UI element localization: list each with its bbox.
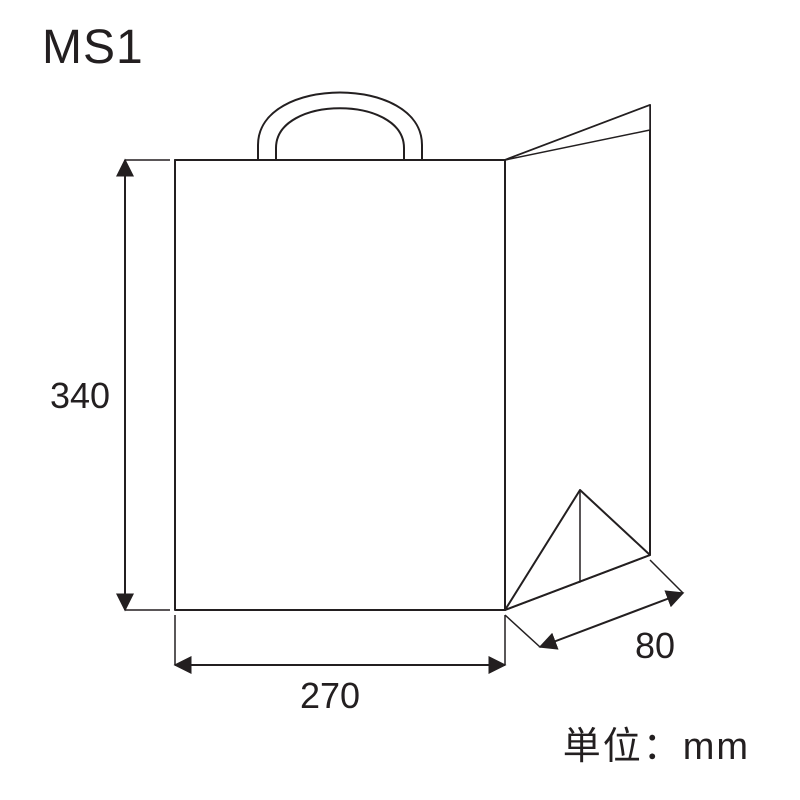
bag-handle-inner xyxy=(276,108,404,160)
dim-height xyxy=(125,160,170,610)
bag-handle-outer xyxy=(258,93,422,161)
bag-front-panel xyxy=(175,160,505,610)
bag-diagram xyxy=(0,0,800,800)
dim-width xyxy=(175,615,505,665)
